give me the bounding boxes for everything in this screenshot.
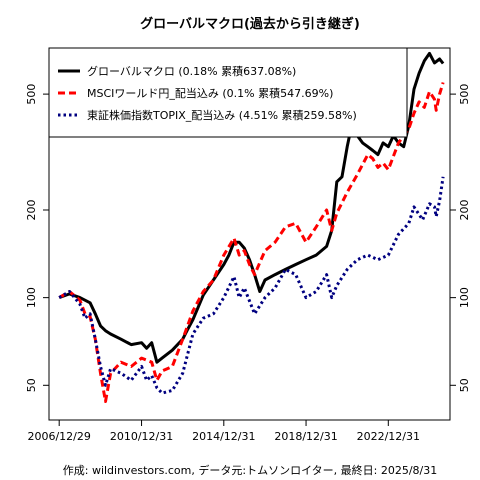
x-tick-label-5: 2022/12/31 <box>357 430 420 443</box>
x-tick-label-1: 2006/12/29 <box>27 430 90 443</box>
y-tick-label-left-4: 500 <box>25 84 38 105</box>
chart-caption: 作成: wildinvestors.com, データ元:トムソンロイター, 最終… <box>63 463 437 477</box>
y-tick-label-right-2: 100 <box>458 287 471 308</box>
legend: グローバルマクロ (0.18% 累積637.08%) MSCIワールド円_配当込み… <box>48 47 408 138</box>
chart-title: グローバルマクロ(過去から引き継ぎ) <box>140 16 360 32</box>
y-tick-label-right-4: 500 <box>458 84 471 105</box>
legend-label-3: 東証株価指数TOPIX_配当込み (4.51% 累積259.58%) <box>87 108 357 122</box>
y-tick-label-left-2: 100 <box>25 287 38 308</box>
legend-box <box>48 47 408 138</box>
y-tick-label-left-1: 50 <box>25 378 38 392</box>
y-tick-label-right-3: 200 <box>458 199 471 220</box>
series-line-3 <box>58 176 445 395</box>
y-axis-left: 50 100 200 500 <box>25 84 49 392</box>
legend-label-2: MSCIワールド円_配当込み (0.1% 累積547.69%) <box>87 86 333 100</box>
legend-label-1: グローバルマクロ (0.18% 累積637.08%) <box>87 64 296 78</box>
series-line-1 <box>58 51 445 364</box>
x-tick-label-2: 2010/12/31 <box>110 430 173 443</box>
x-axis: 2006/12/29 2010/12/31 2014/12/31 2018/12/31… <box>27 420 420 443</box>
x-tick-label-3: 2014/12/31 <box>192 430 255 443</box>
y-tick-label-right-1: 50 <box>458 378 471 392</box>
y-axis-right: 50 100 200 500 <box>450 84 471 392</box>
y-tick-label-left-3: 200 <box>25 199 38 220</box>
x-tick-label-4: 2018/12/31 <box>274 430 337 443</box>
